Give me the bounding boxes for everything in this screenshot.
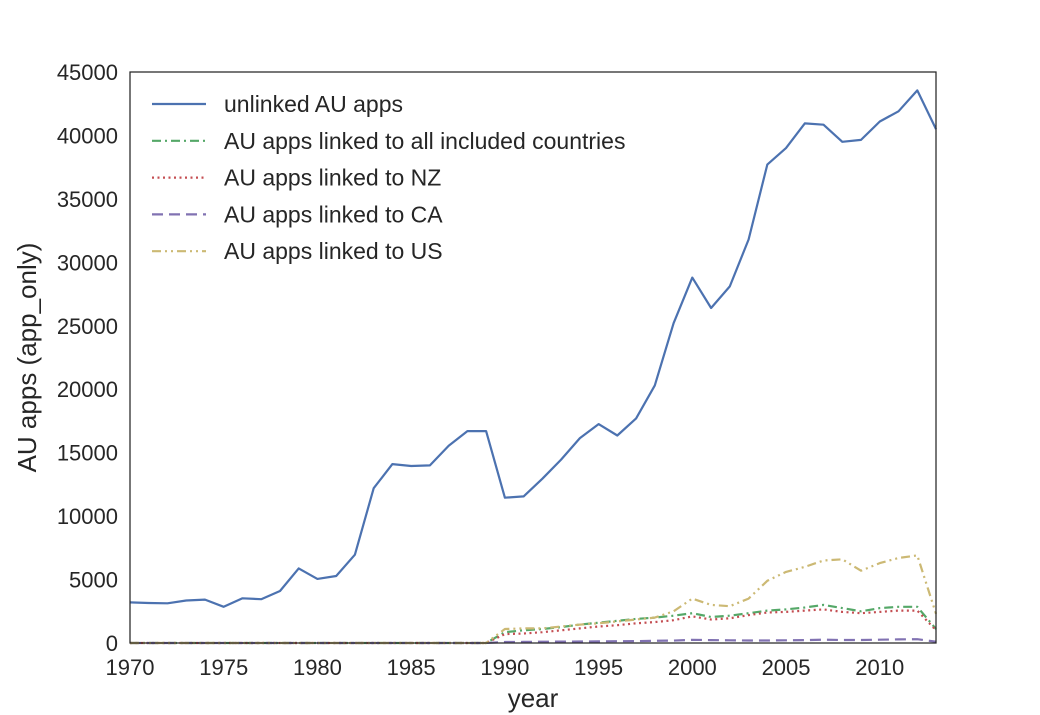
plot-frame bbox=[129, 71, 937, 644]
y-tick-label: 35000 bbox=[57, 187, 118, 212]
x-tick-labels: 1970 1975 1980 1985 1990 1995 2000 2005 2010 bbox=[106, 655, 905, 680]
x-axis-title: year bbox=[508, 683, 559, 713]
y-tick-label: 30000 bbox=[57, 250, 118, 275]
series-line-1 bbox=[129, 89, 937, 608]
legend-label-4: AU apps linked to CA bbox=[224, 201, 443, 227]
x-tick-label: 1995 bbox=[574, 655, 623, 680]
x-tick-label: 1975 bbox=[199, 655, 248, 680]
legend-label-1: unlinked AU apps bbox=[224, 91, 403, 117]
x-tick-label: 1980 bbox=[293, 655, 342, 680]
y-tick-label: 45000 bbox=[57, 60, 118, 85]
plot-background bbox=[130, 72, 936, 643]
y-tick-label: 25000 bbox=[57, 314, 118, 339]
y-tick-label: 40000 bbox=[57, 123, 118, 148]
y-tick-labels: 0 5000 10000 15000 20000 25000 30000 35000 40000… bbox=[57, 60, 118, 656]
y-tick-label: 20000 bbox=[57, 377, 118, 402]
x-tick-label: 2000 bbox=[668, 655, 717, 680]
x-tick-label: 1990 bbox=[480, 655, 529, 680]
legend-label-3: AU apps linked to NZ bbox=[224, 165, 441, 191]
y-tick-label: 0 bbox=[106, 631, 118, 656]
y-axis-title: AU apps (app_only) bbox=[12, 243, 42, 473]
x-tick-label: 1970 bbox=[106, 655, 155, 680]
legend-label-2: AU apps linked to all included countries bbox=[224, 128, 625, 154]
x-tick-label: 2005 bbox=[762, 655, 811, 680]
legend: unlinked AU apps AU apps linked to all in… bbox=[152, 91, 625, 264]
y-tick-label: 10000 bbox=[57, 504, 118, 529]
x-tick-label: 2010 bbox=[855, 655, 904, 680]
y-tick-label: 15000 bbox=[57, 441, 118, 466]
x-tick-label: 1985 bbox=[387, 655, 436, 680]
legend-label-5: AU apps linked to US bbox=[224, 238, 443, 264]
series-line-4 bbox=[130, 638, 937, 645]
y-tick-label: 5000 bbox=[69, 568, 118, 593]
series-line-5 bbox=[130, 554, 938, 645]
